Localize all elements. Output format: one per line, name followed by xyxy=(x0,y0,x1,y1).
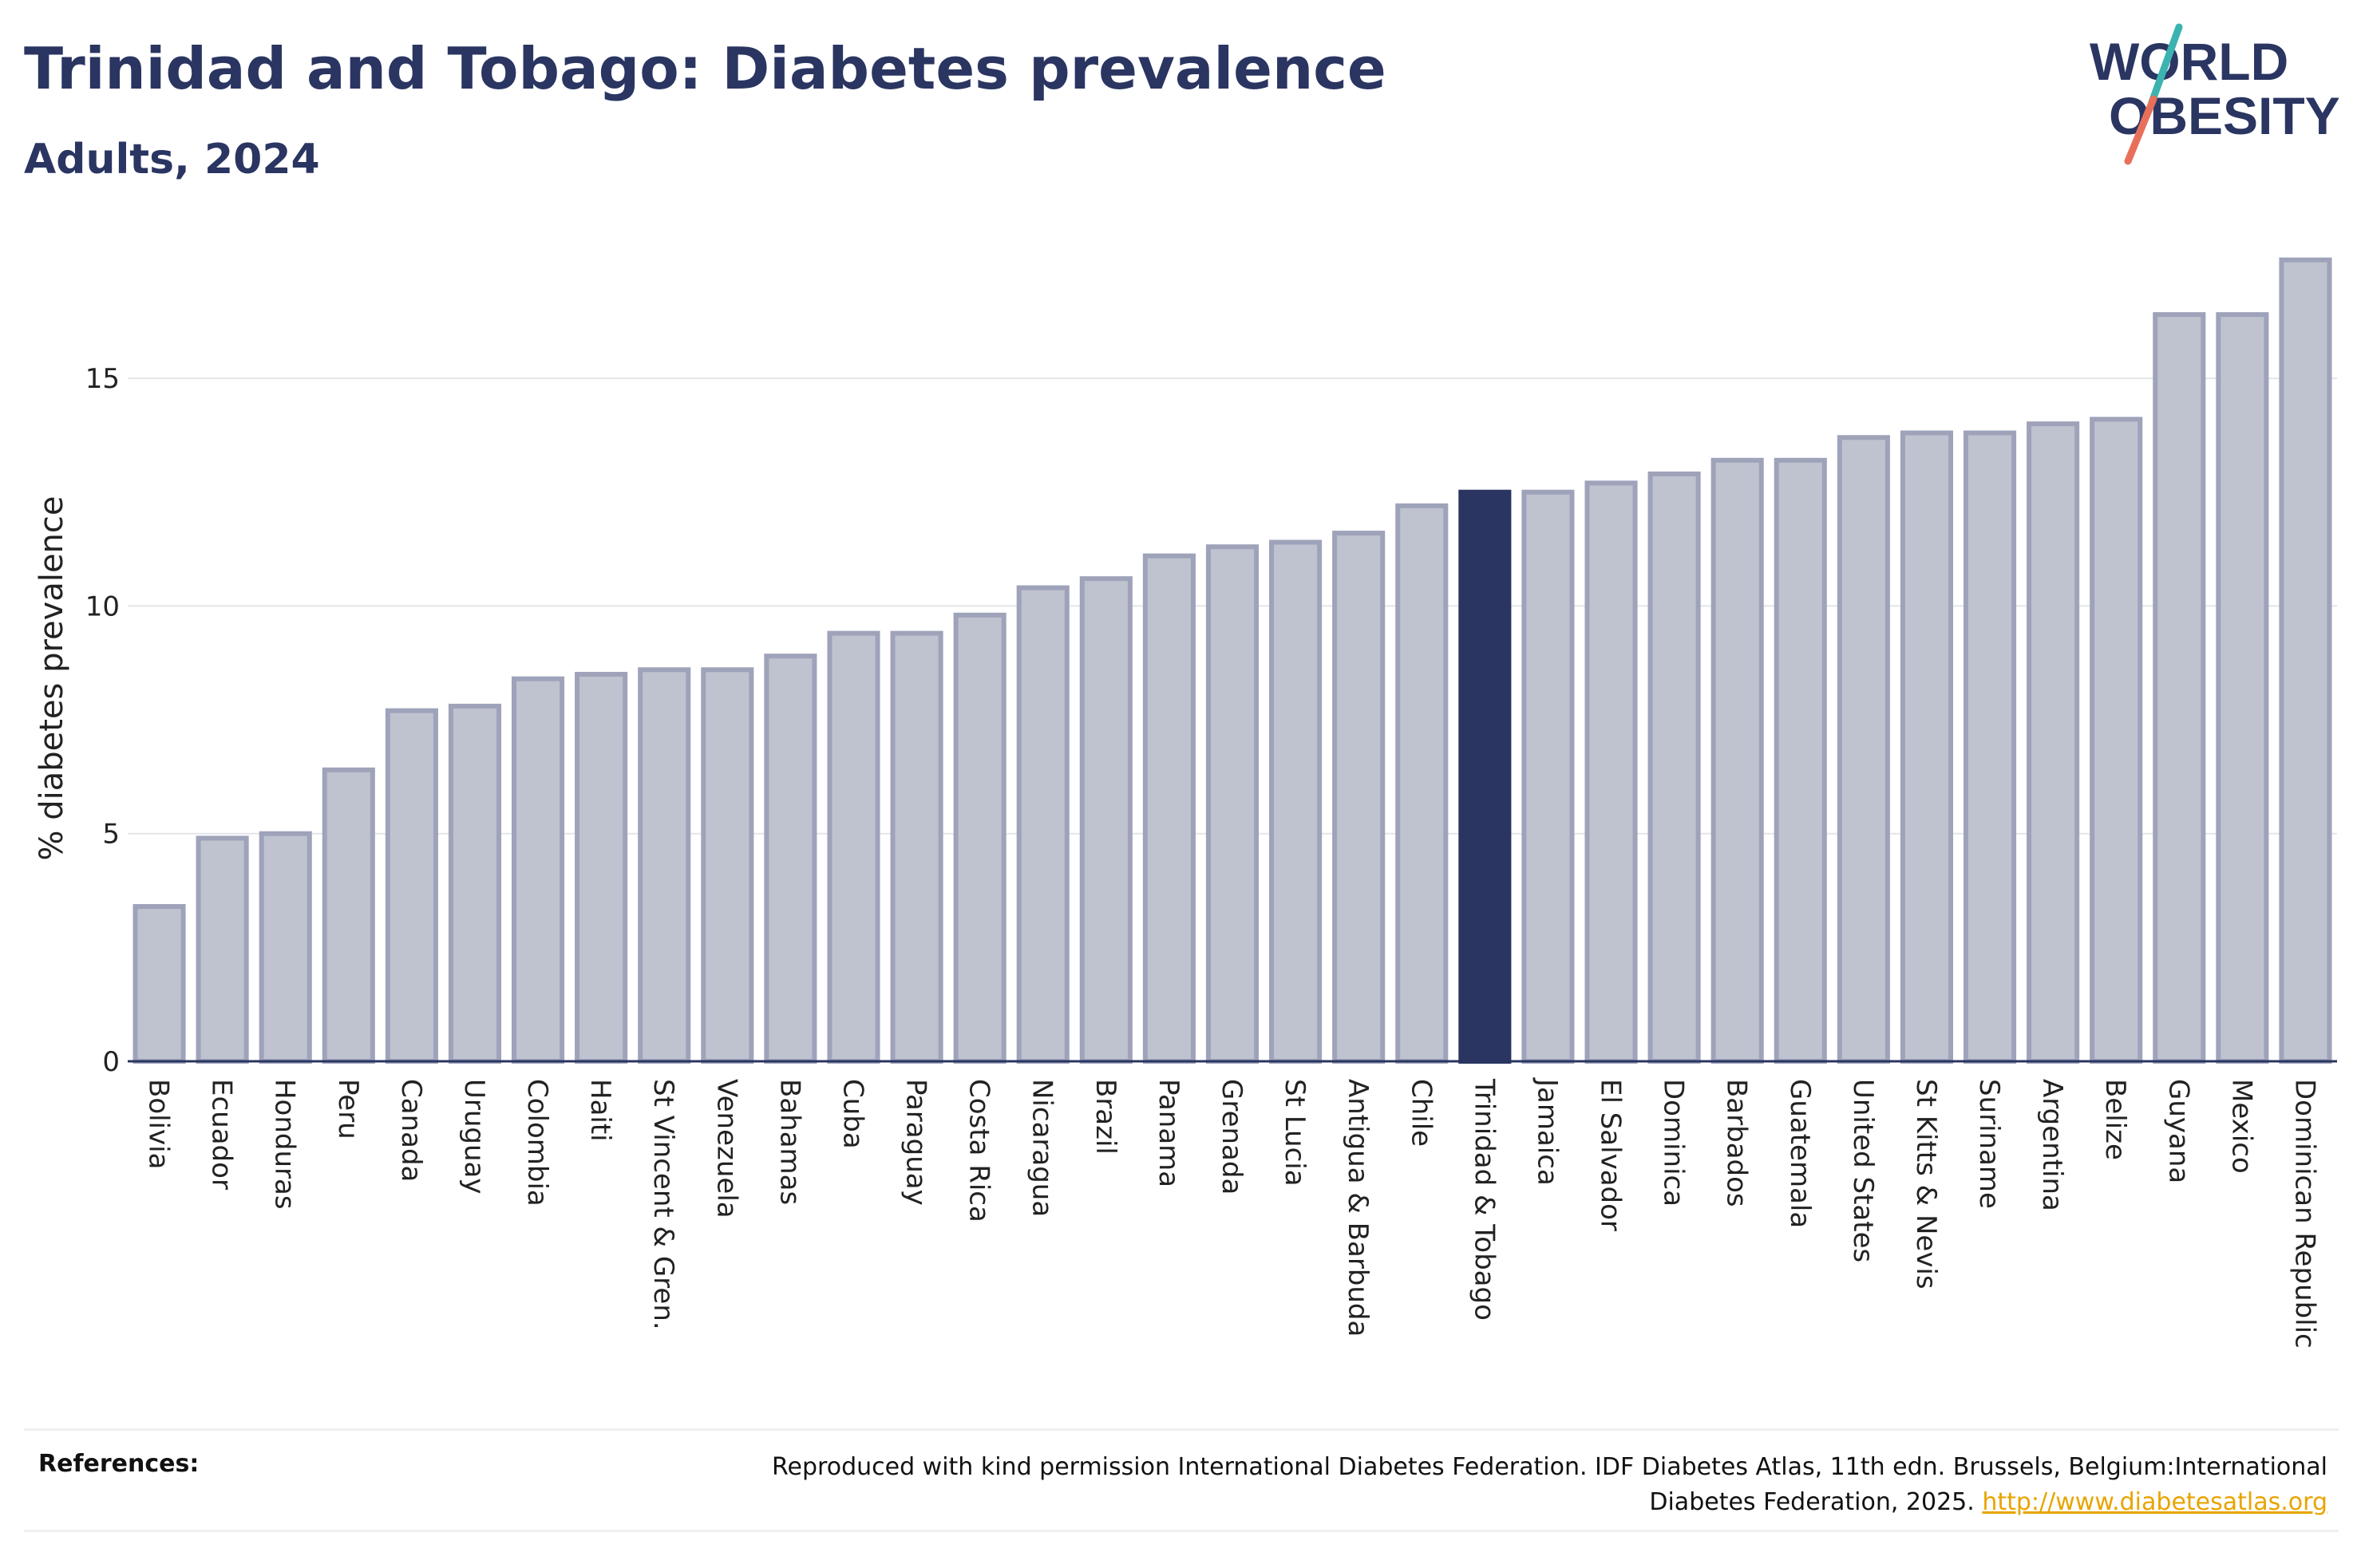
bar xyxy=(575,671,628,1064)
bar xyxy=(2090,417,2143,1064)
x-tick-label: Belize xyxy=(2099,1079,2131,1160)
bar xyxy=(1584,480,1638,1064)
x-tick-label: Argentina xyxy=(2036,1079,2068,1211)
x-tick-label: Guatemala xyxy=(1784,1079,1816,1228)
x-tick-label: Uruguay xyxy=(458,1079,490,1195)
x-tick-label: Barbados xyxy=(1721,1079,1753,1207)
bar xyxy=(1395,503,1449,1064)
x-tick-label: Brazil xyxy=(1090,1079,1121,1155)
bar xyxy=(1900,430,1953,1064)
references-text: Reproduced with kind permission Internat… xyxy=(667,1450,2327,1520)
bar xyxy=(322,767,375,1064)
x-tick-label: Mexico xyxy=(2225,1079,2257,1174)
bar xyxy=(2279,257,2332,1064)
bar xyxy=(1332,531,1386,1064)
x-tick-label: Chile xyxy=(1405,1079,1437,1147)
bar xyxy=(890,630,943,1064)
x-tick-label: Ecuador xyxy=(206,1079,238,1190)
bar xyxy=(953,612,1006,1064)
bar xyxy=(1774,457,1827,1064)
x-tick-label: El Salvador xyxy=(1595,1079,1627,1231)
x-tick-label: Colombia xyxy=(521,1079,553,1207)
x-tick-label: Suriname xyxy=(1973,1079,2005,1209)
x-tick-label: Honduras xyxy=(269,1079,301,1210)
bar xyxy=(385,708,438,1064)
x-tick-label: Guyana xyxy=(2162,1079,2194,1183)
x-tick-label: Canada xyxy=(395,1079,427,1182)
y-tick-label: 5 xyxy=(102,819,120,851)
bar xyxy=(827,630,880,1064)
x-tick-label: St Lucia xyxy=(1279,1079,1311,1187)
x-tick-label: Nicaragua xyxy=(1026,1079,1058,1217)
bar xyxy=(512,676,565,1064)
references-link[interactable]: http://www.diabetesatlas.org xyxy=(1982,1488,2327,1516)
bar-highlighted xyxy=(1458,489,1512,1064)
bar xyxy=(2153,312,2206,1064)
x-tick-label: Jamaica xyxy=(1531,1077,1563,1186)
chart-subtitle: Adults, 2024 xyxy=(24,136,320,184)
bar xyxy=(1079,576,1133,1064)
bar xyxy=(1647,471,1701,1064)
x-tick-label: Dominican Republic xyxy=(2288,1079,2320,1349)
x-tick-label: Costa Rica xyxy=(963,1079,995,1222)
bar xyxy=(1269,539,1323,1064)
bar-chart: 0 5 10 15 Bolivia Ecuador Honduras Peru Canada U… xyxy=(34,257,2337,1349)
y-tick-label: 15 xyxy=(85,363,120,395)
y-axis-label: % diabetes prevalence xyxy=(34,496,70,860)
x-tick-label: Dominica xyxy=(1658,1079,1690,1207)
bar xyxy=(1205,544,1260,1064)
bar xyxy=(1521,489,1575,1064)
x-tick-label: Haiti xyxy=(584,1079,616,1142)
y-tick-label: 0 xyxy=(102,1046,120,1078)
bar xyxy=(1142,553,1196,1064)
x-tick-label: United States xyxy=(1847,1079,1879,1262)
bar xyxy=(1710,457,1764,1064)
y-tick-label: 10 xyxy=(85,590,120,622)
logo-text-world: WORLD xyxy=(2090,32,2288,91)
x-tick-label: Antigua & Barbuda xyxy=(1342,1079,1374,1337)
bar xyxy=(132,903,186,1064)
x-tick-label: Paraguay xyxy=(900,1079,932,1206)
x-tick-label: Bolivia xyxy=(143,1079,175,1169)
bar xyxy=(764,654,817,1064)
x-tick-label: Bahamas xyxy=(773,1079,805,1205)
x-tick-labels: Bolivia Ecuador Honduras Peru Canada Uruguay C… xyxy=(143,1077,2321,1349)
x-tick-label: Venezuela xyxy=(710,1079,742,1218)
references-citation: Reproduced with kind permission Internat… xyxy=(772,1453,2327,1516)
bar xyxy=(448,703,502,1064)
x-tick-label: Grenada xyxy=(1216,1079,1248,1195)
logo-slash-bottom xyxy=(2124,95,2157,165)
bar xyxy=(259,831,312,1064)
chart-title: Trinidad and Tobago: Diabetes prevalence xyxy=(24,35,1386,102)
bar xyxy=(1963,430,2017,1064)
bar xyxy=(1837,435,1890,1064)
x-tick-label: Trinidad & Tobago xyxy=(1468,1078,1500,1321)
x-tick-label: Peru xyxy=(332,1079,364,1139)
logo-slash-top xyxy=(2148,23,2183,106)
bar xyxy=(196,835,249,1064)
bar xyxy=(2216,312,2269,1064)
bar xyxy=(701,667,754,1064)
bar xyxy=(638,667,691,1064)
x-tick-label: St Kitts & Nevis xyxy=(1910,1079,1942,1290)
references-panel: References: Reproduced with kind permiss… xyxy=(24,1428,2339,1532)
bars xyxy=(132,257,2332,1064)
world-obesity-logo: WORLD OBESITY xyxy=(2090,23,2339,165)
bar xyxy=(2027,421,2080,1064)
x-tick-label: Cuba xyxy=(836,1079,868,1149)
references-label: References: xyxy=(38,1450,200,1478)
bar xyxy=(1016,585,1070,1064)
x-tick-label: St Vincent & Gren. xyxy=(647,1079,679,1330)
y-tick-labels: 0 5 10 15 xyxy=(85,363,120,1078)
x-tick-label: Panama xyxy=(1153,1079,1184,1187)
